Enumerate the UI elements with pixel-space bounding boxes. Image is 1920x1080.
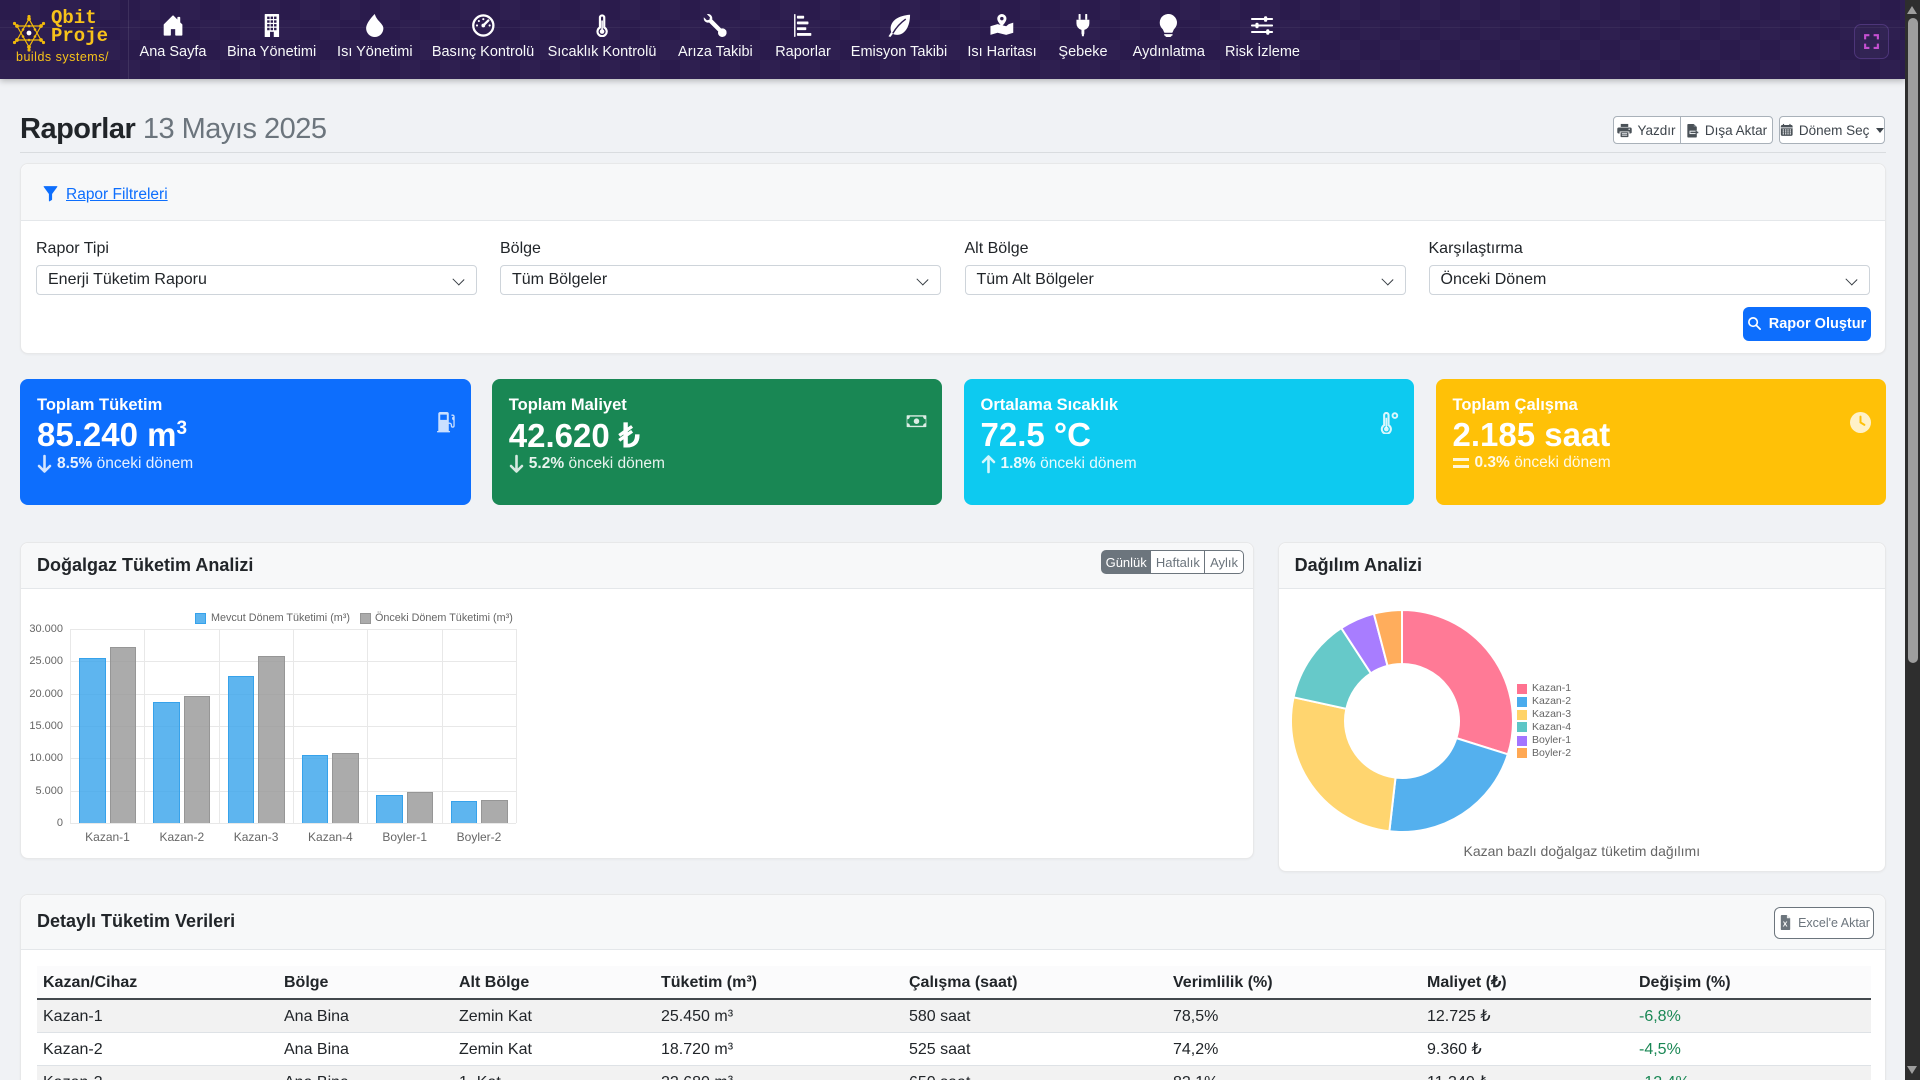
- svg-text:X: X: [1783, 922, 1788, 929]
